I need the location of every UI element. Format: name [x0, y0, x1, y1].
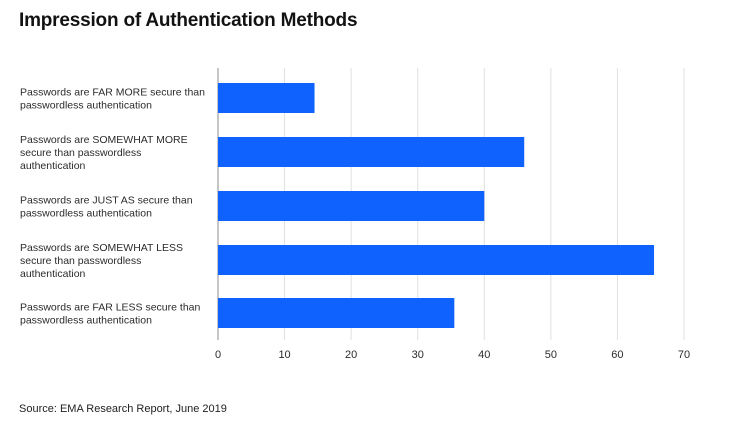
bar [218, 245, 655, 275]
x-tick-label: 20 [345, 349, 357, 361]
category-label-line: authentication [20, 268, 86, 280]
x-tick-label: 60 [611, 349, 623, 361]
x-tick-label: 50 [545, 349, 557, 361]
bar [218, 137, 525, 167]
bars [218, 83, 655, 328]
category-label: Passwords are SOMEWHAT MORE secure than p… [20, 134, 188, 172]
chart-title: Impression of Authentication Methods [19, 10, 358, 31]
category-label: Passwords are SOMEWHAT LESS secure than p… [20, 242, 183, 280]
category-label-line: passwordless authentication [20, 100, 152, 112]
category-label-line: Passwords are JUST AS secure than [20, 195, 193, 207]
x-tick-label: 10 [278, 349, 290, 361]
category-label: Passwords are JUST AS secure than passwor… [20, 195, 193, 220]
x-tick-label: 0 [215, 349, 221, 361]
category-label-line: passwordless authentication [20, 208, 152, 220]
category-labels: Passwords are FAR MORE secure than passwo… [20, 87, 205, 327]
bar [218, 83, 315, 113]
category-label-line: Passwords are SOMEWHAT MORE [20, 134, 188, 146]
category-label-line: Passwords are FAR LESS secure than [20, 302, 200, 314]
category-label-line: Passwords are SOMEWHAT LESS [20, 242, 183, 254]
category-label-line: Passwords are FAR MORE secure than [20, 87, 205, 99]
bar [218, 191, 485, 221]
x-tick-label: 30 [412, 349, 424, 361]
category-label: Passwords are FAR MORE secure than passwo… [20, 87, 205, 112]
source-note: Source: EMA Research Report, June 2019 [19, 403, 227, 415]
x-tick-label: 40 [478, 349, 490, 361]
category-label-line: secure than passwordless [20, 255, 141, 267]
category-label-line: authentication [20, 160, 86, 172]
category-label: Passwords are FAR LESS secure than passwo… [20, 302, 200, 327]
x-axis-ticks: 0 10 20 30 40 50 60 70 [215, 349, 690, 361]
bar [218, 298, 455, 328]
category-label-line: passwordless authentication [20, 315, 152, 327]
category-label-line: secure than passwordless [20, 147, 141, 159]
x-tick-label: 70 [678, 349, 690, 361]
